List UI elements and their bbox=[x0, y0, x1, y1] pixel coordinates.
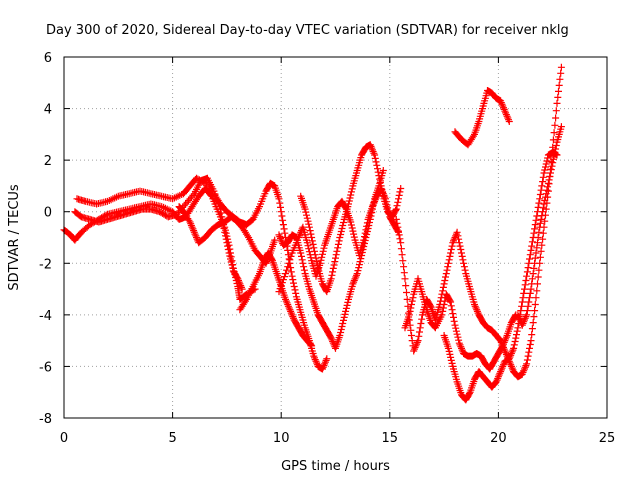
series-5 bbox=[236, 249, 316, 350]
chart-title: Day 300 of 2020, Sidereal Day-to-day VTE… bbox=[46, 23, 569, 38]
series-2 bbox=[73, 174, 331, 373]
x-tick-label: 5 bbox=[168, 431, 176, 446]
series-5-markers bbox=[236, 249, 316, 350]
y-tick-label: -2 bbox=[39, 257, 52, 272]
series-9-markers bbox=[392, 63, 565, 381]
series-11 bbox=[440, 148, 561, 404]
series-12 bbox=[514, 123, 565, 329]
y-tick-label: 6 bbox=[44, 51, 52, 66]
series-12-markers bbox=[514, 123, 565, 329]
x-tick-label: 15 bbox=[382, 431, 399, 446]
y-tick-label: -8 bbox=[39, 412, 52, 427]
series-10-markers bbox=[401, 275, 520, 373]
series-2-markers bbox=[73, 174, 331, 373]
x-tick-label: 10 bbox=[273, 431, 290, 446]
x-tick-label: 20 bbox=[490, 431, 507, 446]
series-4-markers bbox=[175, 203, 279, 267]
series-8 bbox=[275, 167, 387, 352]
y-tick-label: -4 bbox=[39, 309, 52, 324]
y-tick-label: -6 bbox=[39, 360, 52, 375]
y-axis-label: SDTVAR / TECUs bbox=[7, 184, 22, 291]
series-13-markers bbox=[451, 87, 513, 149]
series-13 bbox=[451, 87, 513, 149]
series-10 bbox=[401, 275, 520, 373]
y-tick-label: 4 bbox=[44, 103, 52, 118]
x-axis-label: GPS time / hours bbox=[281, 459, 390, 474]
series-8-markers bbox=[275, 167, 387, 352]
y-tick-label: 0 bbox=[44, 206, 52, 221]
data-marks bbox=[60, 63, 565, 404]
series-4 bbox=[175, 203, 279, 267]
x-tick-label: 25 bbox=[599, 431, 616, 446]
y-tick-label: 2 bbox=[44, 154, 52, 169]
series-11-markers bbox=[440, 148, 561, 404]
series-3-markers bbox=[71, 174, 246, 293]
x-tick-label: 0 bbox=[60, 431, 68, 446]
series-9 bbox=[392, 63, 565, 381]
plot-frame bbox=[63, 56, 608, 419]
series-3 bbox=[71, 174, 246, 293]
